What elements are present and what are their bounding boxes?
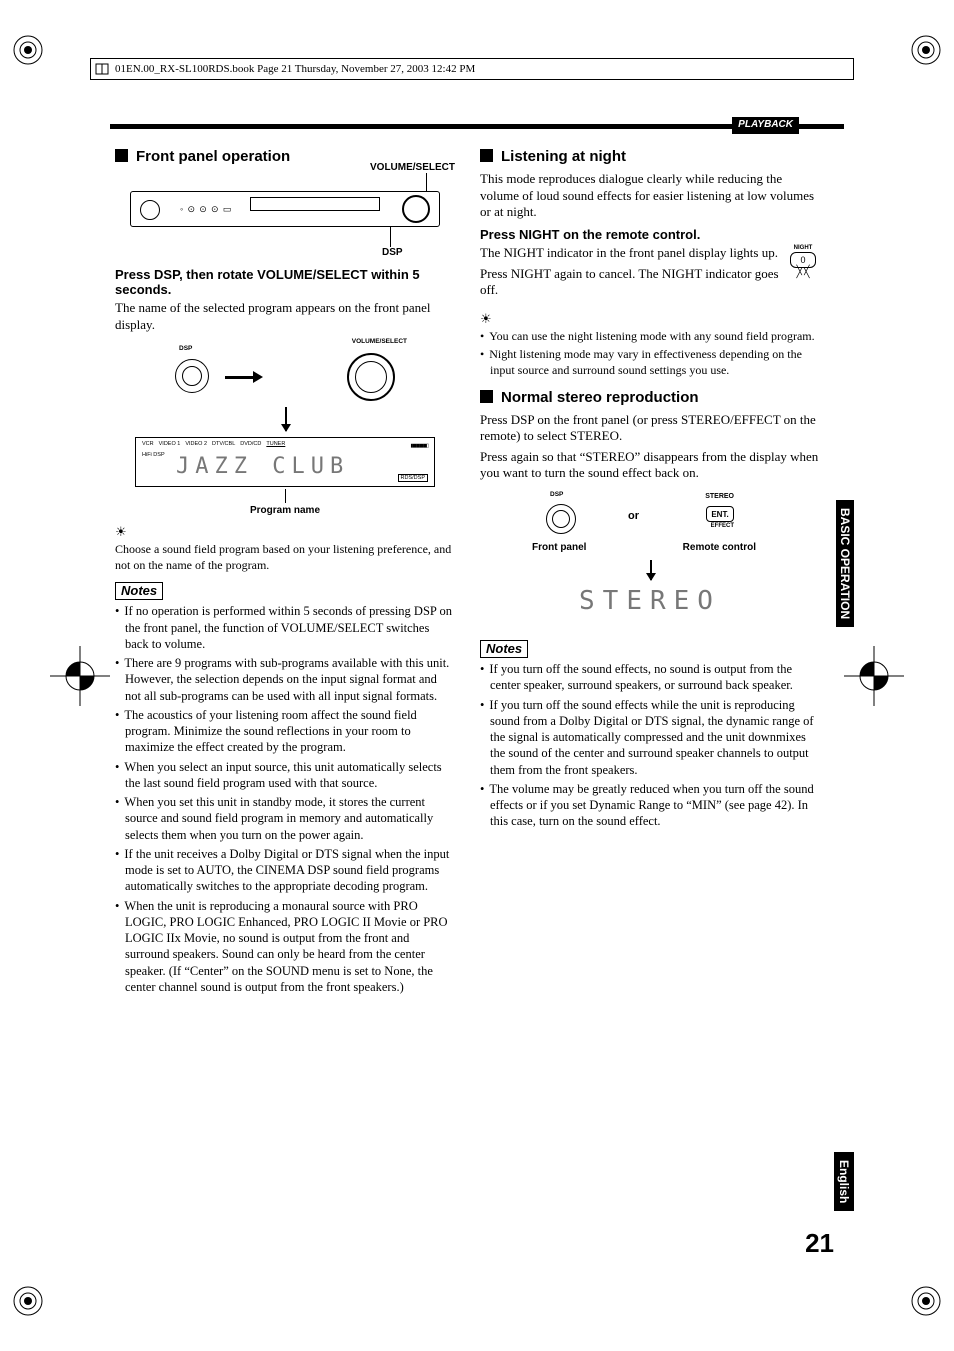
lcd-segment-text: JAZZ CLUB — [176, 454, 349, 479]
note-item: The acoustics of your listening room aff… — [115, 707, 455, 756]
ent-key-icon: ENT. — [706, 506, 734, 522]
dsp-button-icon — [546, 504, 576, 534]
body-press-night-2: Press NIGHT again to cancel. The NIGHT i… — [480, 266, 820, 299]
tip-icon: ☀ — [115, 524, 455, 540]
crosshair-icon — [50, 646, 110, 706]
label-or: or — [628, 510, 639, 522]
tips-list: You can use the night listening mode wit… — [480, 329, 820, 379]
reg-mark-icon — [906, 1281, 946, 1321]
right-column: Listening at night This mode reproduces … — [480, 148, 820, 833]
label-remote: Remote control — [683, 542, 756, 553]
label-dsp: DSP — [179, 345, 192, 352]
crosshair-icon — [844, 646, 904, 706]
book-header: 01EN.00_RX-SL100RDS.book Page 21 Thursda… — [90, 58, 854, 80]
square-bullet-icon — [115, 149, 128, 162]
label-stereo: STEREO — [705, 493, 734, 500]
label-dsp: DSP — [550, 491, 563, 498]
stereo-diagram: DSP or STEREO ENT. EFFECT Front panel Re… — [520, 488, 780, 568]
dsp-button-icon — [175, 359, 209, 393]
label-night: NIGHT — [790, 245, 816, 251]
note-item: When the unit is reproducing a monaural … — [115, 898, 455, 996]
heading-press-night: Press NIGHT on the remote control. — [480, 227, 820, 242]
arrow-right-icon — [225, 372, 265, 382]
reg-mark-icon — [8, 30, 48, 70]
left-column: Front panel operation VOLUME/SELECT ◦ ⊙ … — [115, 148, 455, 998]
note-item: When you set this unit in standby mode, … — [115, 794, 455, 843]
reg-mark-icon — [8, 1281, 48, 1321]
night-button-diagram: NIGHT 0 ╲ ╱╱ ╲ — [790, 245, 816, 276]
label-program-name: Program name — [115, 505, 455, 516]
page-number: 21 — [805, 1228, 834, 1259]
device-illustration: VOLUME/SELECT ◦ ⊙ ⊙ ⊙ ▭ DSP — [130, 173, 440, 233]
body-stereo-2: Press again so that “STEREO” disappears … — [480, 449, 820, 482]
label-front-panel: Front panel — [532, 542, 586, 553]
arrow-down-icon — [650, 560, 652, 580]
heading-listening-night: Listening at night — [480, 148, 820, 165]
note-item: If you turn off the sound effects, no so… — [480, 661, 820, 694]
notes-heading: Notes — [480, 640, 528, 658]
body-night: This mode reproduces dialogue clearly wh… — [480, 171, 820, 221]
body-press-night-1: The NIGHT indicator in the front panel d… — [480, 245, 820, 262]
tip-text: Choose a sound field program based on yo… — [115, 542, 455, 573]
square-bullet-icon — [480, 149, 493, 162]
body-stereo-1: Press DSP on the front panel (or press S… — [480, 412, 820, 445]
reg-mark-icon — [906, 30, 946, 70]
notes-list: If no operation is performed within 5 se… — [115, 603, 455, 995]
book-header-text: 01EN.00_RX-SL100RDS.book Page 21 Thursda… — [115, 63, 475, 75]
side-tab-english: English — [834, 1152, 854, 1211]
dsp-knob-diagram: DSP VOLUME/SELECT — [155, 345, 415, 425]
label-effect: EFFECT — [711, 523, 734, 529]
note-item: If the unit receives a Dolby Digital or … — [115, 846, 455, 895]
tip-item: Night listening mode may vary in effecti… — [480, 347, 820, 378]
lcd-stereo-text: STEREO — [480, 586, 820, 616]
note-item: There are 9 programs with sub-programs a… — [115, 655, 455, 704]
label-volume-select: VOLUME/SELECT — [370, 162, 455, 173]
note-item: The volume may be greatly reduced when y… — [480, 781, 820, 830]
press-rays-icon: ╲ ╱╱ ╲ — [790, 269, 816, 276]
manual-page: 01EN.00_RX-SL100RDS.book Page 21 Thursda… — [0, 0, 954, 1351]
arrow-down-icon — [285, 407, 287, 431]
section-tag: PLAYBACK — [732, 117, 799, 134]
label-dsp: DSP — [382, 247, 403, 258]
square-bullet-icon — [480, 390, 493, 403]
volume-knob-icon — [347, 353, 395, 401]
tip-icon: ☀ — [480, 311, 820, 327]
book-icon — [95, 62, 109, 76]
front-panel-display: VCR VIDEO 1 VIDEO 2 DTV/CBL DVD/CD TUNER… — [135, 437, 435, 487]
note-item: If you turn off the sound effects while … — [480, 697, 820, 778]
side-tab-basic-operation: BASIC OPERATION — [836, 500, 854, 627]
tip-item: You can use the night listening mode wit… — [480, 329, 820, 345]
heading-press-dsp: Press DSP, then rotate VOLUME/SELECT wit… — [115, 267, 455, 297]
note-item: If no operation is performed within 5 se… — [115, 603, 455, 652]
notes-heading: Notes — [115, 582, 163, 600]
body-press-dsp: The name of the selected program appears… — [115, 300, 455, 333]
note-item: When you select an input source, this un… — [115, 759, 455, 792]
heading-normal-stereo: Normal stereo reproduction — [480, 389, 820, 406]
label-volume-select: VOLUME/SELECT — [352, 338, 407, 345]
notes-list: If you turn off the sound effects, no so… — [480, 661, 820, 830]
